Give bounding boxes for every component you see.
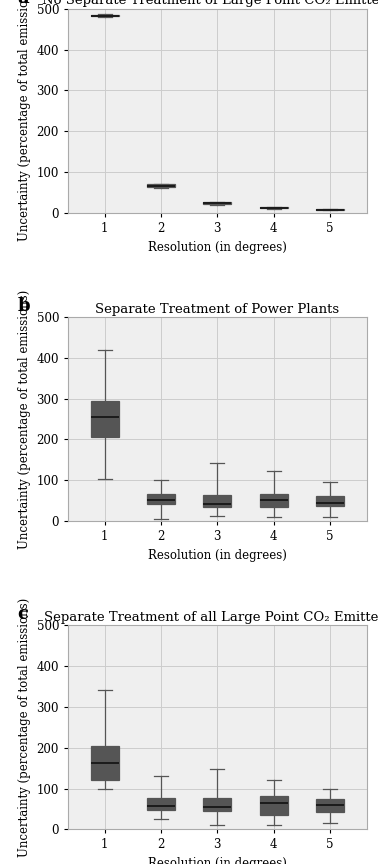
Text: c: c [17, 605, 28, 623]
Y-axis label: Uncertainty (percentage of total emissions): Uncertainty (percentage of total emissio… [18, 0, 31, 240]
PathPatch shape [203, 202, 231, 204]
PathPatch shape [316, 496, 344, 505]
Title: Separate Treatment of Power Plants: Separate Treatment of Power Plants [95, 302, 339, 315]
PathPatch shape [147, 185, 175, 187]
Y-axis label: Uncertainty (percentage of total emissions): Uncertainty (percentage of total emissio… [18, 289, 31, 549]
X-axis label: Resolution (in degrees): Resolution (in degrees) [148, 241, 287, 254]
PathPatch shape [316, 798, 344, 812]
Text: a: a [17, 0, 29, 7]
PathPatch shape [203, 495, 231, 506]
Text: b: b [17, 296, 30, 314]
PathPatch shape [260, 796, 288, 815]
PathPatch shape [91, 15, 119, 16]
Y-axis label: Uncertainty (percentage of total emissions): Uncertainty (percentage of total emissio… [18, 598, 31, 857]
PathPatch shape [147, 797, 175, 810]
X-axis label: Resolution (in degrees): Resolution (in degrees) [148, 549, 287, 562]
PathPatch shape [91, 402, 119, 437]
X-axis label: Resolution (in degrees): Resolution (in degrees) [148, 857, 287, 864]
PathPatch shape [147, 494, 175, 504]
PathPatch shape [260, 494, 288, 507]
Title: No Separate Treatment of Large Point CO₂ Emitters: No Separate Treatment of Large Point CO₂… [42, 0, 378, 8]
Title: Separate Treatment of all Large Point CO₂ Emitters: Separate Treatment of all Large Point CO… [43, 611, 378, 624]
PathPatch shape [91, 746, 119, 780]
PathPatch shape [203, 797, 231, 811]
